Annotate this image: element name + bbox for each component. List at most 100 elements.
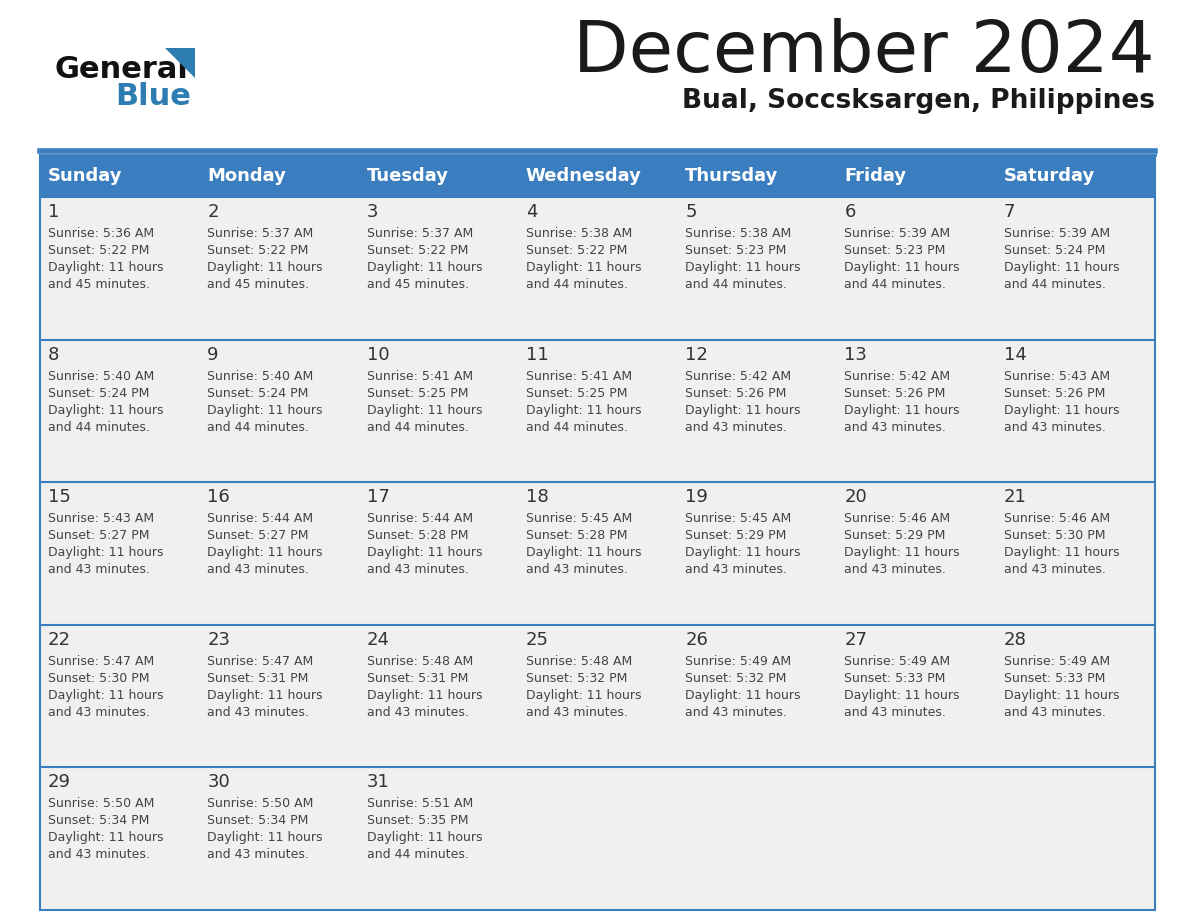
Text: Sunrise: 5:47 AM: Sunrise: 5:47 AM [48, 655, 154, 667]
Text: 25: 25 [526, 631, 549, 649]
Text: Daylight: 11 hours: Daylight: 11 hours [48, 688, 164, 701]
Text: Daylight: 11 hours: Daylight: 11 hours [845, 261, 960, 274]
Text: Daylight: 11 hours: Daylight: 11 hours [685, 688, 801, 701]
Text: and 43 minutes.: and 43 minutes. [367, 706, 468, 719]
Text: Daylight: 11 hours: Daylight: 11 hours [207, 546, 323, 559]
Text: Sunrise: 5:38 AM: Sunrise: 5:38 AM [526, 227, 632, 240]
Text: Sunset: 5:22 PM: Sunset: 5:22 PM [48, 244, 150, 257]
Text: and 44 minutes.: and 44 minutes. [526, 420, 627, 433]
Text: Sunset: 5:32 PM: Sunset: 5:32 PM [685, 672, 786, 685]
Text: Sunrise: 5:47 AM: Sunrise: 5:47 AM [207, 655, 314, 667]
Text: and 44 minutes.: and 44 minutes. [207, 420, 309, 433]
Text: and 43 minutes.: and 43 minutes. [845, 564, 947, 577]
Text: Sunset: 5:32 PM: Sunset: 5:32 PM [526, 672, 627, 685]
Text: 13: 13 [845, 345, 867, 364]
Text: 5: 5 [685, 203, 696, 221]
Text: Daylight: 11 hours: Daylight: 11 hours [48, 546, 164, 559]
Text: Daylight: 11 hours: Daylight: 11 hours [1004, 688, 1119, 701]
Text: Sunset: 5:25 PM: Sunset: 5:25 PM [526, 386, 627, 399]
Text: Monday: Monday [207, 167, 286, 185]
Text: 6: 6 [845, 203, 855, 221]
Text: Sunset: 5:31 PM: Sunset: 5:31 PM [207, 672, 309, 685]
Text: Daylight: 11 hours: Daylight: 11 hours [1004, 404, 1119, 417]
Text: and 43 minutes.: and 43 minutes. [48, 564, 150, 577]
Text: 18: 18 [526, 488, 549, 506]
Text: Daylight: 11 hours: Daylight: 11 hours [48, 404, 164, 417]
Text: Sunset: 5:34 PM: Sunset: 5:34 PM [207, 814, 309, 827]
Text: 28: 28 [1004, 631, 1026, 649]
Text: 12: 12 [685, 345, 708, 364]
Text: 7: 7 [1004, 203, 1016, 221]
Text: 14: 14 [1004, 345, 1026, 364]
Text: Daylight: 11 hours: Daylight: 11 hours [1004, 546, 1119, 559]
Text: Sunset: 5:26 PM: Sunset: 5:26 PM [685, 386, 786, 399]
Text: Sunrise: 5:49 AM: Sunrise: 5:49 AM [845, 655, 950, 667]
Text: Sunset: 5:31 PM: Sunset: 5:31 PM [367, 672, 468, 685]
Text: 8: 8 [48, 345, 59, 364]
Text: 15: 15 [48, 488, 71, 506]
Text: 16: 16 [207, 488, 230, 506]
Text: Daylight: 11 hours: Daylight: 11 hours [685, 261, 801, 274]
Text: Daylight: 11 hours: Daylight: 11 hours [367, 404, 482, 417]
Text: and 43 minutes.: and 43 minutes. [685, 706, 786, 719]
Text: Daylight: 11 hours: Daylight: 11 hours [845, 404, 960, 417]
Text: and 44 minutes.: and 44 minutes. [48, 420, 150, 433]
Text: 29: 29 [48, 773, 71, 791]
Text: Sunset: 5:30 PM: Sunset: 5:30 PM [48, 672, 150, 685]
Text: Sunset: 5:25 PM: Sunset: 5:25 PM [367, 386, 468, 399]
Text: 9: 9 [207, 345, 219, 364]
Text: December 2024: December 2024 [574, 18, 1155, 87]
Text: Sunset: 5:34 PM: Sunset: 5:34 PM [48, 814, 150, 827]
Text: Sunset: 5:26 PM: Sunset: 5:26 PM [1004, 386, 1105, 399]
Text: Blue: Blue [115, 82, 191, 111]
Text: Daylight: 11 hours: Daylight: 11 hours [48, 832, 164, 845]
Text: Sunset: 5:29 PM: Sunset: 5:29 PM [685, 529, 786, 543]
Text: Tuesday: Tuesday [367, 167, 449, 185]
Text: Sunrise: 5:44 AM: Sunrise: 5:44 AM [207, 512, 314, 525]
Text: and 45 minutes.: and 45 minutes. [207, 278, 309, 291]
Text: Bual, Soccsksargen, Philippines: Bual, Soccsksargen, Philippines [682, 88, 1155, 114]
Text: Daylight: 11 hours: Daylight: 11 hours [367, 832, 482, 845]
Text: Sunrise: 5:39 AM: Sunrise: 5:39 AM [1004, 227, 1110, 240]
Bar [40, 155, 1155, 197]
Text: 3: 3 [367, 203, 378, 221]
Text: Daylight: 11 hours: Daylight: 11 hours [367, 688, 482, 701]
Text: Sunset: 5:28 PM: Sunset: 5:28 PM [367, 529, 468, 543]
Text: 17: 17 [367, 488, 390, 506]
Text: and 43 minutes.: and 43 minutes. [207, 848, 309, 861]
Text: Sunset: 5:24 PM: Sunset: 5:24 PM [1004, 244, 1105, 257]
Text: 20: 20 [845, 488, 867, 506]
Text: 1: 1 [48, 203, 59, 221]
Text: 30: 30 [207, 773, 230, 791]
Text: Sunrise: 5:37 AM: Sunrise: 5:37 AM [367, 227, 473, 240]
Text: Daylight: 11 hours: Daylight: 11 hours [526, 261, 642, 274]
Text: Sunset: 5:22 PM: Sunset: 5:22 PM [367, 244, 468, 257]
Text: Sunrise: 5:36 AM: Sunrise: 5:36 AM [48, 227, 154, 240]
Text: and 43 minutes.: and 43 minutes. [526, 564, 627, 577]
Text: Sunset: 5:24 PM: Sunset: 5:24 PM [207, 386, 309, 399]
Text: 11: 11 [526, 345, 549, 364]
Text: and 43 minutes.: and 43 minutes. [685, 420, 786, 433]
Text: Sunrise: 5:41 AM: Sunrise: 5:41 AM [367, 370, 473, 383]
Text: Sunrise: 5:39 AM: Sunrise: 5:39 AM [845, 227, 950, 240]
Text: Sunset: 5:33 PM: Sunset: 5:33 PM [1004, 672, 1105, 685]
Text: Daylight: 11 hours: Daylight: 11 hours [207, 832, 323, 845]
Text: Sunrise: 5:48 AM: Sunrise: 5:48 AM [367, 655, 473, 667]
Text: Daylight: 11 hours: Daylight: 11 hours [207, 688, 323, 701]
Text: Daylight: 11 hours: Daylight: 11 hours [1004, 261, 1119, 274]
Text: Sunrise: 5:45 AM: Sunrise: 5:45 AM [685, 512, 791, 525]
Text: Sunrise: 5:48 AM: Sunrise: 5:48 AM [526, 655, 632, 667]
Text: Daylight: 11 hours: Daylight: 11 hours [207, 404, 323, 417]
Text: Sunset: 5:22 PM: Sunset: 5:22 PM [207, 244, 309, 257]
Text: 19: 19 [685, 488, 708, 506]
Text: 2: 2 [207, 203, 219, 221]
Text: Saturday: Saturday [1004, 167, 1095, 185]
Text: Daylight: 11 hours: Daylight: 11 hours [685, 546, 801, 559]
Text: Sunrise: 5:38 AM: Sunrise: 5:38 AM [685, 227, 791, 240]
Polygon shape [165, 48, 195, 78]
Text: Daylight: 11 hours: Daylight: 11 hours [48, 261, 164, 274]
Text: Sunrise: 5:49 AM: Sunrise: 5:49 AM [1004, 655, 1110, 667]
Text: 4: 4 [526, 203, 537, 221]
Text: General: General [55, 55, 189, 84]
Text: Daylight: 11 hours: Daylight: 11 hours [207, 261, 323, 274]
